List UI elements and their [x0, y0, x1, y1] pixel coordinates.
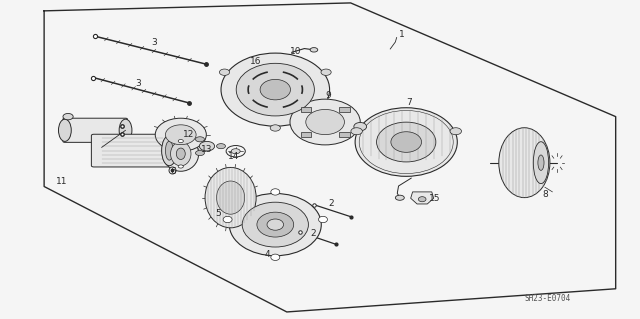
- Ellipse shape: [58, 119, 71, 141]
- Ellipse shape: [223, 216, 232, 223]
- Ellipse shape: [271, 254, 280, 261]
- Polygon shape: [411, 192, 434, 204]
- Ellipse shape: [257, 212, 294, 237]
- Text: 15: 15: [429, 194, 441, 203]
- Text: 14: 14: [228, 152, 239, 161]
- Text: 2: 2: [329, 199, 334, 208]
- Text: 3: 3: [135, 79, 141, 88]
- Ellipse shape: [290, 99, 360, 145]
- Ellipse shape: [176, 148, 185, 160]
- Text: SH23-E0704: SH23-E0704: [524, 294, 571, 303]
- Ellipse shape: [166, 125, 196, 145]
- FancyBboxPatch shape: [63, 118, 127, 142]
- Ellipse shape: [306, 109, 344, 135]
- Ellipse shape: [199, 141, 214, 151]
- Ellipse shape: [450, 128, 461, 135]
- Ellipse shape: [236, 63, 314, 116]
- Ellipse shape: [270, 125, 280, 131]
- Bar: [339, 132, 349, 137]
- Ellipse shape: [310, 48, 318, 52]
- Ellipse shape: [216, 144, 225, 149]
- Text: 5: 5: [215, 209, 221, 218]
- Text: 12: 12: [184, 130, 195, 138]
- Ellipse shape: [195, 137, 204, 142]
- Ellipse shape: [221, 53, 330, 126]
- Ellipse shape: [171, 142, 191, 166]
- Text: 8: 8: [542, 190, 548, 199]
- Ellipse shape: [267, 219, 284, 230]
- Ellipse shape: [396, 195, 404, 200]
- Ellipse shape: [163, 136, 198, 171]
- Ellipse shape: [499, 128, 550, 197]
- Ellipse shape: [178, 139, 183, 143]
- Ellipse shape: [242, 202, 308, 247]
- Ellipse shape: [419, 197, 426, 202]
- Ellipse shape: [391, 132, 422, 152]
- Bar: [301, 132, 311, 137]
- Ellipse shape: [156, 118, 206, 151]
- Text: 11: 11: [56, 177, 67, 186]
- Text: 1: 1: [399, 30, 404, 39]
- Ellipse shape: [229, 194, 321, 256]
- FancyBboxPatch shape: [92, 134, 172, 167]
- Text: 10: 10: [290, 47, 301, 56]
- Text: 13: 13: [201, 145, 212, 154]
- Ellipse shape: [231, 149, 240, 154]
- Ellipse shape: [321, 69, 331, 75]
- Ellipse shape: [538, 155, 544, 170]
- Ellipse shape: [354, 122, 367, 131]
- Ellipse shape: [216, 181, 244, 214]
- Ellipse shape: [162, 136, 177, 166]
- Ellipse shape: [166, 141, 173, 160]
- Ellipse shape: [260, 79, 291, 100]
- Text: 3: 3: [151, 38, 157, 48]
- Ellipse shape: [63, 114, 73, 120]
- Text: 16: 16: [250, 56, 262, 65]
- Bar: [339, 107, 349, 112]
- Ellipse shape: [178, 165, 183, 168]
- Ellipse shape: [119, 119, 132, 141]
- Ellipse shape: [220, 69, 230, 75]
- Text: 9: 9: [325, 92, 331, 100]
- Ellipse shape: [376, 122, 436, 162]
- Bar: [301, 107, 311, 112]
- Text: 7: 7: [406, 98, 412, 107]
- Ellipse shape: [355, 108, 458, 176]
- Text: 4: 4: [265, 250, 271, 259]
- Ellipse shape: [319, 216, 328, 223]
- Text: 6: 6: [170, 167, 176, 176]
- Ellipse shape: [351, 128, 362, 135]
- Ellipse shape: [195, 151, 204, 156]
- Text: 2: 2: [311, 229, 316, 238]
- Ellipse shape: [533, 142, 548, 184]
- Ellipse shape: [205, 167, 256, 228]
- Ellipse shape: [271, 189, 280, 195]
